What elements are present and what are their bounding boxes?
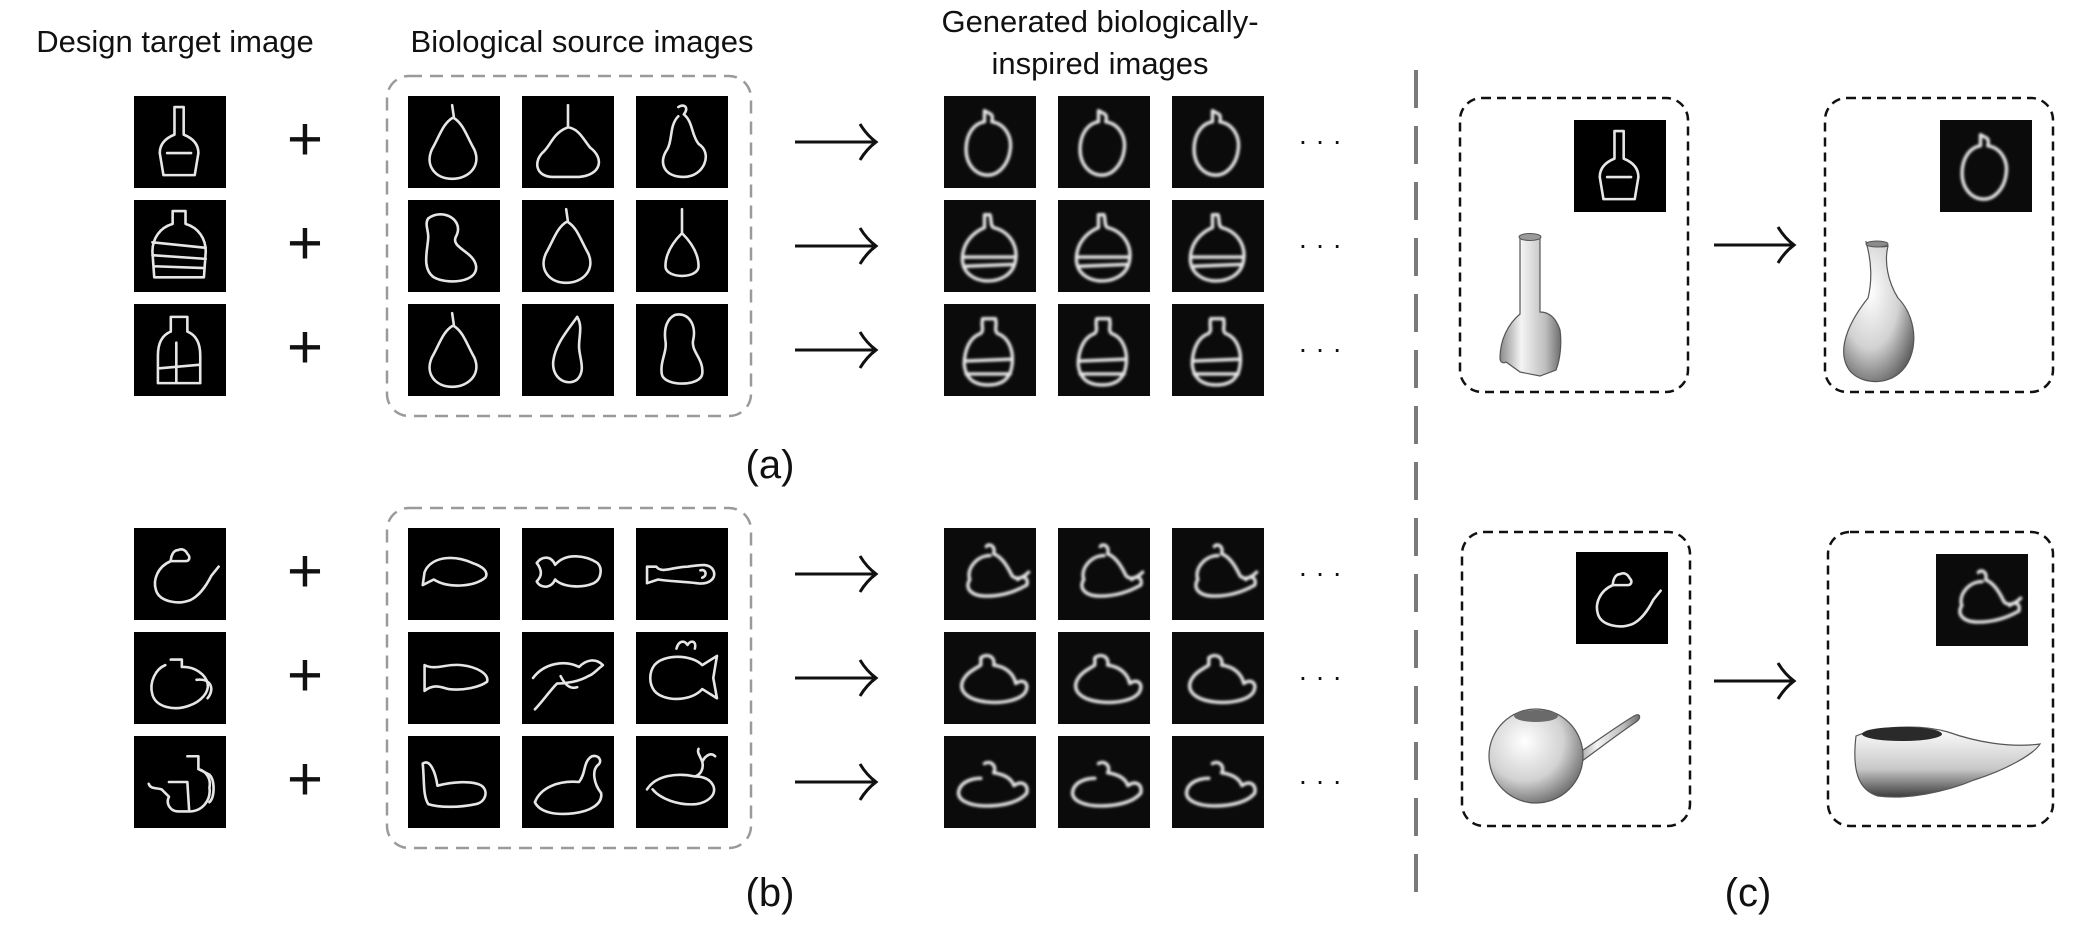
panel-b-plus-sign: + (287, 537, 323, 606)
panel-b-target-tile (134, 632, 226, 724)
panel-c-output-sketch (1940, 120, 2032, 212)
panel-a-source-tile (408, 200, 500, 292)
source-group-a (385, 74, 753, 418)
panel-a-ellipsis: · · · (1298, 333, 1342, 364)
panel-b-generated-tile (1058, 632, 1150, 724)
panel-b-generated-tile (944, 528, 1036, 620)
panel-c-arrow (1714, 226, 1797, 264)
panel-a-plus-sign: + (287, 209, 323, 278)
panel-b-generated-tile (1172, 632, 1264, 724)
symbols-layer: + · · · + · · · + · · · + · · · + · · · + · · · (287, 105, 1797, 814)
panel-b-source-tile (408, 632, 500, 724)
panel-b-target-tile (134, 736, 226, 828)
panel-b-generated-tile (1058, 528, 1150, 620)
render-box-vase-input (1458, 96, 1690, 394)
panel-b-generated-tile (1172, 528, 1264, 620)
panel-a-source-tile (522, 304, 614, 396)
panel-a-plus-sign: + (287, 105, 323, 174)
panel-b-source-tile (522, 528, 614, 620)
panel-b-source-tile (522, 632, 614, 724)
panel-a-arrow (795, 123, 879, 161)
teapot-3d-render (1488, 708, 1641, 804)
panel-a-source-tile (522, 96, 614, 188)
panel-a-plus-sign: + (287, 313, 323, 382)
panel-b-arrow (795, 555, 879, 593)
panel-b-ellipsis: · · · (1298, 765, 1342, 796)
vase-3d-render (1499, 233, 1562, 377)
panel-a-source-tile (408, 304, 500, 396)
panel-c-input-sketch (1576, 552, 1668, 644)
panel-a-generated-tile (944, 200, 1036, 292)
panel-label-a: (a) (746, 443, 795, 487)
panel-a-generated-tile (1058, 96, 1150, 188)
panel-a-target-tile (134, 200, 226, 292)
panel-a-generated-tile (944, 304, 1036, 396)
render-box-teapot-output (1826, 530, 2055, 828)
panel-a-ellipsis: · · · (1298, 125, 1342, 156)
header-biological-source: Biological source images (411, 24, 754, 59)
panel-a-generated-tile (944, 96, 1036, 188)
panel-c-output-sketch (1936, 554, 2028, 646)
panel-b-plus-sign: + (287, 641, 323, 710)
panel-a-generated-tile (1172, 304, 1264, 396)
render-box-teapot-input (1460, 530, 1692, 828)
panel-label-c: (c) (1725, 871, 1772, 915)
panel-b-generated-tile (944, 736, 1036, 828)
panel-a-source-tile (408, 96, 500, 188)
render-box-vase-output (1823, 96, 2055, 394)
panel-b-ellipsis: · · · (1298, 661, 1342, 692)
panel-b-source-tile (636, 736, 728, 828)
panel-a-generated-tile (1058, 200, 1150, 292)
panel-a-arrow (795, 331, 879, 369)
panel-a-source-tile (636, 96, 728, 188)
whale-teapot-3d-render (1854, 726, 2042, 798)
panel-b-source-tile (636, 632, 728, 724)
header-generated-line2: inspired images (991, 46, 1208, 81)
panel-b-source-tile (522, 736, 614, 828)
panel-c-arrow (1714, 662, 1797, 700)
panel-a-generated-tile (1058, 304, 1150, 396)
panel-b-generated-tile (1058, 736, 1150, 828)
gourd-vase-3d-render (1843, 240, 1915, 383)
panel-b-generated-tile (944, 632, 1036, 724)
panel-a-source-tile (636, 200, 728, 292)
panel-label-b: (b) (746, 871, 795, 915)
header-generated-line1: Generated biologically- (941, 4, 1258, 39)
panel-a-generated-tile (1172, 96, 1264, 188)
panel-b-arrow (795, 659, 879, 697)
source-group-b (385, 506, 753, 850)
panel-c-input-sketch (1574, 120, 1666, 212)
panel-a-target-tile (134, 304, 226, 396)
header-design-target: Design target image (36, 24, 313, 59)
panel-b-source-tile (636, 528, 728, 620)
panel-a-target-tile (134, 96, 226, 188)
panel-b-ellipsis: · · · (1298, 557, 1342, 588)
panel-a-generated-tile (1172, 200, 1264, 292)
panel-b-arrow (795, 763, 879, 801)
panel-b-source-tile (408, 736, 500, 828)
panel-b-plus-sign: + (287, 745, 323, 814)
panel-a-source-tile (522, 200, 614, 292)
panel-b-target-tile (134, 528, 226, 620)
panel-a-ellipsis: · · · (1298, 229, 1342, 260)
panel-b-generated-tile (1172, 736, 1264, 828)
tiles-layer (134, 96, 2032, 828)
panel-a-source-tile (636, 304, 728, 396)
panel-b-source-tile (408, 528, 500, 620)
panel-a-arrow (795, 227, 879, 265)
